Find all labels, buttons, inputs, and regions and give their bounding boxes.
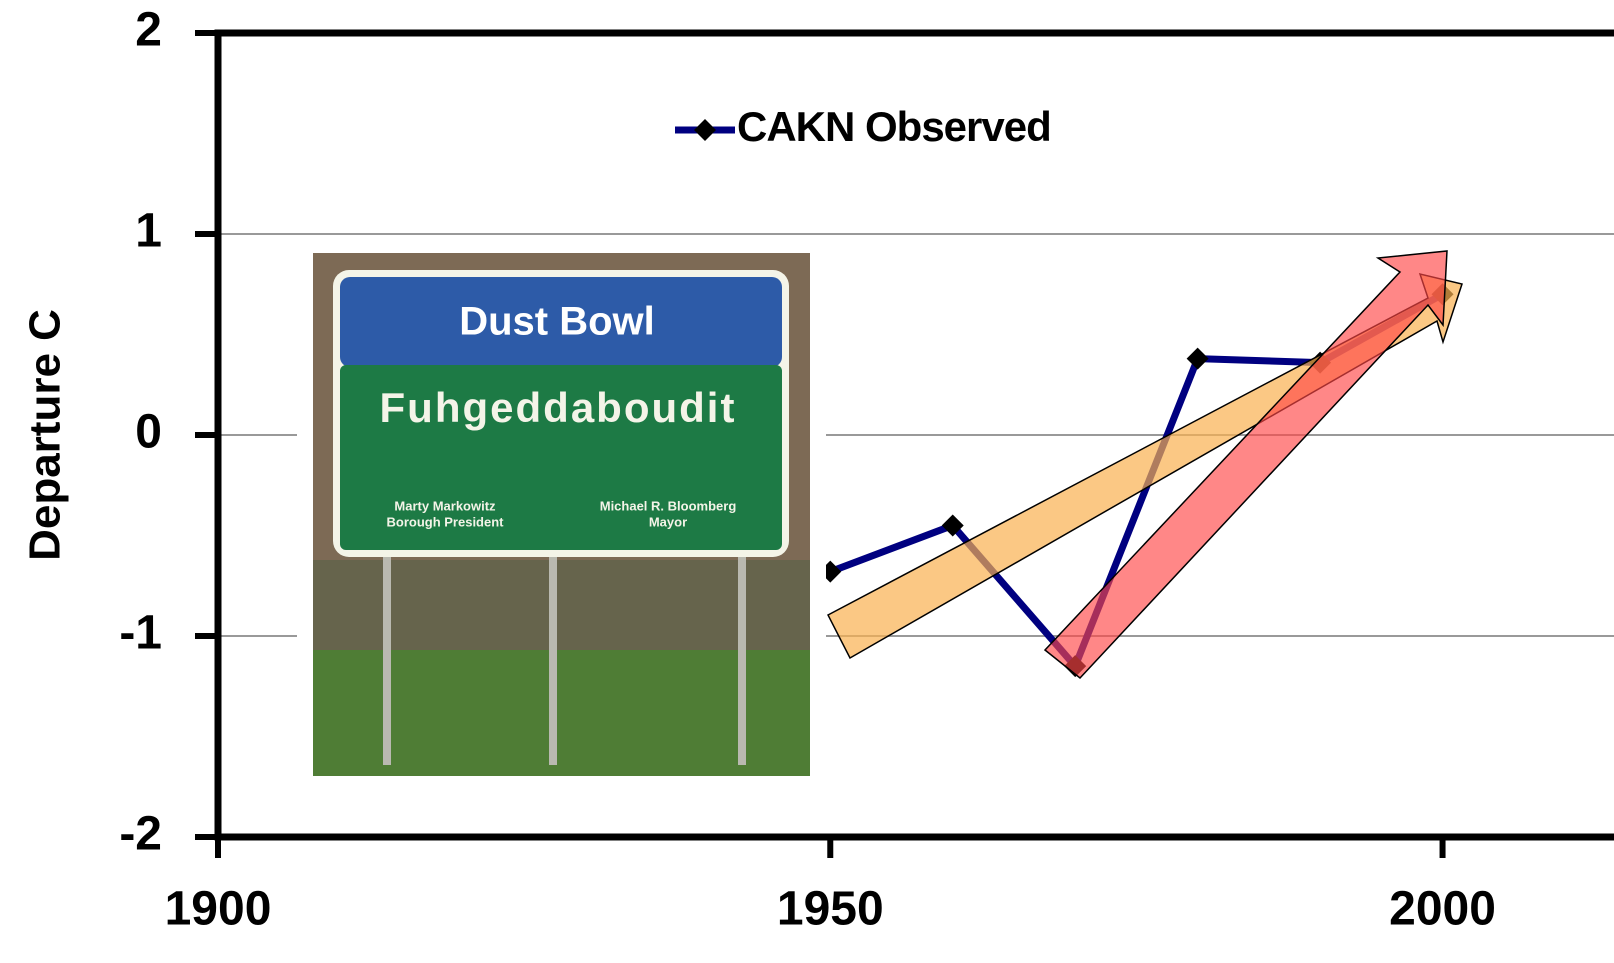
sign-bottom bbox=[340, 365, 782, 550]
y-tick-label: 1 bbox=[135, 205, 162, 258]
y-tick-label: -2 bbox=[119, 808, 162, 861]
trend-arrow bbox=[1043, 250, 1448, 680]
y-tick-label: -1 bbox=[119, 607, 162, 660]
plot-frame bbox=[214, 29, 1614, 841]
legend-marker bbox=[694, 119, 716, 141]
inset-photo: Dust Bowl Fuhgeddaboudit Marty Markowitz… bbox=[313, 253, 810, 776]
sign-top bbox=[340, 277, 782, 367]
axes: -2 -1 0 1 2 1900 1950 2000 bbox=[119, 4, 1614, 936]
sign-title: Dust Bowl bbox=[459, 300, 655, 344]
x-tick-label: 1950 bbox=[777, 883, 884, 936]
y-tick-label: 0 bbox=[135, 406, 162, 459]
sign-left-role: Borough President bbox=[386, 514, 504, 529]
post bbox=[738, 550, 746, 765]
marker bbox=[941, 514, 964, 537]
sign-right-role: Mayor bbox=[649, 514, 687, 529]
fence bbox=[313, 560, 810, 650]
x-tick-label: 2000 bbox=[1389, 883, 1496, 936]
legend-label: CAKN Observed bbox=[737, 103, 1051, 150]
x-tick-label: 1900 bbox=[165, 883, 272, 936]
post bbox=[383, 550, 391, 765]
sign-right-name: Michael R. Bloomberg bbox=[600, 498, 737, 513]
marker bbox=[1186, 347, 1209, 370]
post bbox=[549, 550, 557, 765]
sign-left-name: Marty Markowitz bbox=[394, 498, 496, 513]
y-tick-label: 2 bbox=[135, 4, 162, 57]
grass bbox=[313, 640, 810, 776]
y-axis-label: Departure C bbox=[21, 309, 70, 561]
sign-subtitle: Fuhgeddaboudit bbox=[380, 384, 737, 431]
